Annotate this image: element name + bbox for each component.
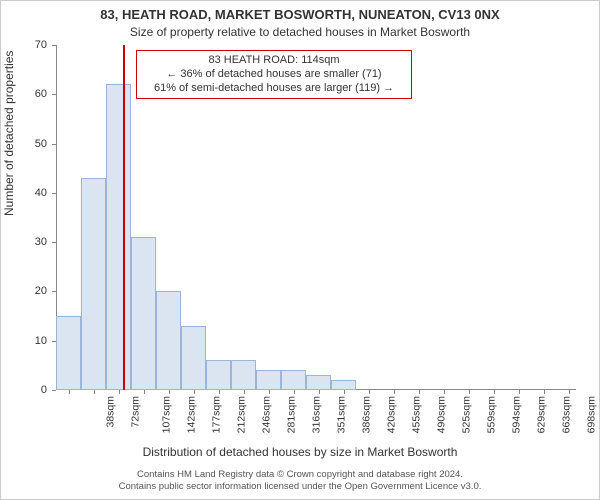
x-tick-label: 525sqm xyxy=(460,396,472,433)
x-tick-label: 142sqm xyxy=(185,396,197,433)
y-tick-mark xyxy=(52,341,56,342)
chart-title-main: 83, HEATH ROAD, MARKET BOSWORTH, NUNEATO… xyxy=(1,7,599,22)
x-tick-label: 386sqm xyxy=(360,396,372,433)
callout-line: ← 36% of detached houses are smaller (71… xyxy=(143,68,405,82)
x-tick-mark xyxy=(219,390,220,394)
x-tick-label: 663sqm xyxy=(560,396,572,433)
x-tick-mark xyxy=(194,390,195,394)
histogram-bar xyxy=(231,360,256,390)
histogram-bar xyxy=(81,178,106,390)
histogram-bar xyxy=(331,380,356,390)
histogram-bar xyxy=(106,84,131,390)
x-tick-mark xyxy=(519,390,520,394)
histogram-bar xyxy=(256,370,281,390)
x-tick-mark xyxy=(569,390,570,394)
plot-area: 83 HEATH ROAD: 114sqm← 36% of detached h… xyxy=(56,45,576,390)
histogram-bar xyxy=(306,375,331,390)
x-tick-mark xyxy=(344,390,345,394)
x-tick-mark xyxy=(469,390,470,394)
x-tick-label: 246sqm xyxy=(260,396,272,433)
x-tick-mark xyxy=(294,390,295,394)
histogram-bar xyxy=(56,316,81,390)
x-tick-mark xyxy=(119,390,120,394)
y-tick-label: 30 xyxy=(7,236,47,248)
callout-box: 83 HEATH ROAD: 114sqm← 36% of detached h… xyxy=(136,50,412,99)
histogram-bar xyxy=(131,237,156,390)
x-tick-label: 316sqm xyxy=(310,396,322,433)
x-tick-label: 559sqm xyxy=(485,396,497,433)
y-tick-mark xyxy=(52,193,56,194)
attribution-line-1: Contains HM Land Registry data © Crown c… xyxy=(1,469,599,481)
x-axis-label: Distribution of detached houses by size … xyxy=(1,445,599,459)
x-tick-label: 455sqm xyxy=(410,396,422,433)
y-tick-label: 50 xyxy=(7,138,47,150)
callout-line: 61% of semi-detached houses are larger (… xyxy=(143,82,405,96)
x-tick-label: 107sqm xyxy=(160,396,172,433)
y-tick-label: 10 xyxy=(7,335,47,347)
x-tick-label: 212sqm xyxy=(235,396,247,433)
x-tick-mark xyxy=(444,390,445,394)
attribution-line-2: Contains public sector information licen… xyxy=(1,481,599,493)
x-tick-mark xyxy=(244,390,245,394)
histogram-bar xyxy=(156,291,181,390)
x-tick-mark xyxy=(169,390,170,394)
x-tick-mark xyxy=(369,390,370,394)
y-tick-label: 60 xyxy=(7,88,47,100)
histogram-bar xyxy=(181,326,206,390)
x-tick-label: 38sqm xyxy=(104,396,116,428)
histogram-bar xyxy=(281,370,306,390)
attribution-text: Contains HM Land Registry data © Crown c… xyxy=(1,469,599,493)
chart-container: 83, HEATH ROAD, MARKET BOSWORTH, NUNEATO… xyxy=(0,0,600,500)
x-tick-mark xyxy=(544,390,545,394)
x-tick-label: 698sqm xyxy=(585,396,597,433)
y-tick-mark xyxy=(52,390,56,391)
y-tick-label: 40 xyxy=(7,187,47,199)
y-tick-label: 70 xyxy=(7,39,47,51)
x-tick-label: 490sqm xyxy=(435,396,447,433)
x-tick-label: 281sqm xyxy=(285,396,297,433)
y-tick-mark xyxy=(52,45,56,46)
x-tick-mark xyxy=(144,390,145,394)
x-tick-mark xyxy=(69,390,70,394)
x-tick-mark xyxy=(419,390,420,394)
y-tick-mark xyxy=(52,94,56,95)
x-tick-label: 177sqm xyxy=(210,396,222,433)
x-tick-label: 594sqm xyxy=(510,396,522,433)
x-tick-mark xyxy=(319,390,320,394)
y-tick-label: 20 xyxy=(7,285,47,297)
chart-title-sub: Size of property relative to detached ho… xyxy=(1,25,599,39)
y-tick-mark xyxy=(52,291,56,292)
y-tick-label: 0 xyxy=(7,384,47,396)
x-tick-mark xyxy=(269,390,270,394)
x-tick-mark xyxy=(94,390,95,394)
y-tick-mark xyxy=(52,144,56,145)
histogram-bar xyxy=(206,360,231,390)
x-tick-label: 351sqm xyxy=(335,396,347,433)
x-tick-label: 72sqm xyxy=(129,396,141,428)
x-tick-mark xyxy=(394,390,395,394)
property-marker-line xyxy=(123,45,125,390)
callout-line: 83 HEATH ROAD: 114sqm xyxy=(143,54,405,68)
y-tick-mark xyxy=(52,242,56,243)
x-tick-mark xyxy=(494,390,495,394)
x-tick-label: 629sqm xyxy=(535,396,547,433)
x-tick-label: 420sqm xyxy=(385,396,397,433)
